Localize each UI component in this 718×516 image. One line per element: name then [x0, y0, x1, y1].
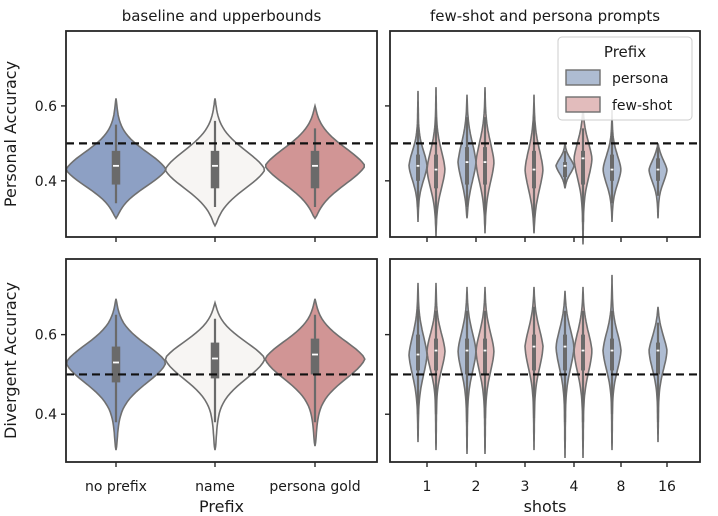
- violin-no-prefix-iqr-box: [111, 346, 121, 383]
- x-tick-label: 3: [521, 479, 530, 495]
- violin-name-iqr-box: [210, 150, 220, 189]
- x-tick-label: 4: [570, 479, 579, 495]
- x-tick-label: name: [195, 479, 235, 495]
- y-tick-label: 0.6: [35, 328, 57, 344]
- chart-title: few-shot and persona prompts: [430, 7, 660, 25]
- legend-swatch-few-shot: [565, 96, 601, 113]
- x-axis-label: Prefix: [199, 497, 244, 516]
- y-axis-label: Divergent Accuracy: [1, 282, 20, 439]
- violin-few-shot-1-shots-iqr-box: [434, 338, 438, 371]
- violin-few-shot-4-shots-iqr-box: [581, 150, 585, 185]
- x-tick-label: persona gold: [269, 479, 360, 495]
- legend-label-few-shot: few-shot: [612, 98, 673, 114]
- chart-panel-2: few-shot and persona prompts Prefix person…: [385, 7, 701, 245]
- violin-persona-1-shots-iqr-box: [416, 334, 420, 371]
- axes-frame: [389, 258, 701, 463]
- x-axis-label: shots: [524, 497, 567, 516]
- chart-title: baseline and upperbounds: [122, 7, 322, 25]
- chart-panel-1: 0.4 0.6 baseline and upperbounds Personal A…: [1, 7, 378, 242]
- violin-persona-gold-iqr-box: [310, 338, 320, 375]
- y-tick-label: 0.4: [35, 407, 57, 423]
- axes-frame: [65, 30, 378, 238]
- axes-frame: [389, 30, 701, 238]
- chart-panel-3: 0.4 0.6 no prefix name persona gold Divergent…: [1, 258, 378, 516]
- violin-persona-4-shots-iqr-box: [563, 162, 567, 178]
- x-tick-label: 2: [472, 479, 481, 495]
- legend-title: Prefix: [604, 43, 646, 61]
- axes-frame: [65, 258, 378, 463]
- violin-persona-1-shots-iqr-box: [416, 154, 420, 181]
- violin-persona-8-shots-iqr-box: [610, 338, 614, 371]
- violin-name-iqr-box: [210, 342, 220, 379]
- violin-persona-16-shots-iqr-box: [656, 342, 660, 375]
- y-axis-label: Personal Accuracy: [1, 61, 20, 207]
- x-tick-label: 16: [658, 479, 676, 495]
- violin-no-prefix-iqr-box: [111, 150, 121, 185]
- violin-persona-2-shots-iqr-box: [465, 147, 469, 185]
- violin-persona-8-shots-iqr-box: [610, 154, 614, 181]
- y-tick-label: 0.6: [35, 99, 57, 115]
- x-tick-label: 8: [617, 479, 626, 495]
- violin-few-shot-2-shots-iqr-box: [483, 147, 487, 185]
- legend-swatch-persona: [565, 69, 601, 86]
- legend: Prefix persona few-shot: [557, 36, 693, 121]
- violin-few-shot-1-shots-iqr-box: [434, 154, 438, 189]
- violin-persona-gold-iqr-box: [310, 150, 320, 189]
- chart-panel-4: 1 2 3 4 8 16 shots: [385, 258, 701, 516]
- violin-few-shot-4-shots-iqr-box: [581, 334, 585, 371]
- violin-few-shot-2-shots-iqr-box: [483, 338, 487, 375]
- violin-persona-4-shots-iqr-box: [563, 334, 567, 371]
- legend-label-persona: persona: [612, 71, 669, 87]
- violin-few-shot-3-shots-iqr-box: [532, 334, 536, 371]
- y-tick-label: 0.4: [35, 174, 57, 190]
- x-tick-label: 1: [423, 479, 432, 495]
- x-tick-label: no prefix: [85, 479, 147, 495]
- violin-persona-2-shots-iqr-box: [465, 338, 469, 375]
